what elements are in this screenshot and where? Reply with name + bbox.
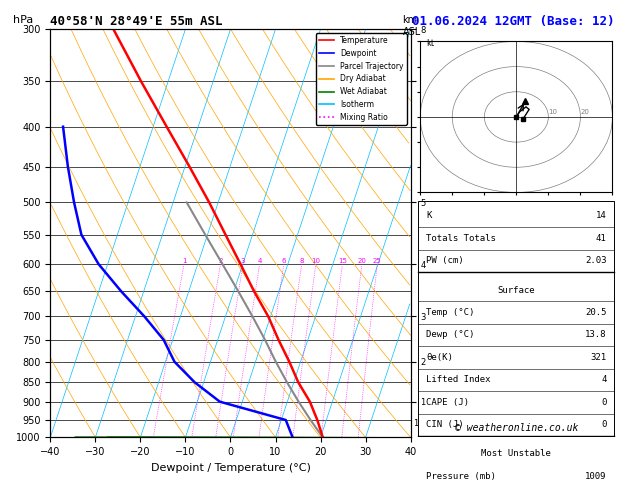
Text: kt: kt <box>426 39 435 49</box>
Text: 6: 6 <box>282 258 286 264</box>
Text: 0: 0 <box>601 420 606 429</box>
Text: θe(K): θe(K) <box>426 353 453 362</box>
Text: Most Unstable: Most Unstable <box>481 450 551 458</box>
Text: Surface: Surface <box>498 286 535 295</box>
Text: 8: 8 <box>299 258 304 264</box>
Text: 14: 14 <box>596 211 606 221</box>
Text: 1LCL: 1LCL <box>413 419 433 428</box>
Text: Dewp (°C): Dewp (°C) <box>426 330 475 339</box>
Text: km: km <box>403 15 418 25</box>
Text: Lifted Index: Lifted Index <box>426 375 491 384</box>
Text: 15: 15 <box>338 258 347 264</box>
Text: 40°58'N 28°49'E 55m ASL: 40°58'N 28°49'E 55m ASL <box>50 15 223 28</box>
Text: Pressure (mb): Pressure (mb) <box>426 472 496 481</box>
Text: 321: 321 <box>590 353 606 362</box>
Text: 4: 4 <box>257 258 262 264</box>
Text: 0: 0 <box>601 398 606 407</box>
Text: 10: 10 <box>311 258 320 264</box>
Text: Totals Totals: Totals Totals <box>426 234 496 243</box>
Text: 41: 41 <box>596 234 606 243</box>
Text: 2.03: 2.03 <box>585 256 606 265</box>
Legend: Temperature, Dewpoint, Parcel Trajectory, Dry Adiabat, Wet Adiabat, Isotherm, Mi: Temperature, Dewpoint, Parcel Trajectory… <box>316 33 407 125</box>
Text: K: K <box>426 211 431 221</box>
Text: Temp (°C): Temp (°C) <box>426 308 475 317</box>
X-axis label: Dewpoint / Temperature (°C): Dewpoint / Temperature (°C) <box>150 463 311 473</box>
Text: CAPE (J): CAPE (J) <box>426 398 469 407</box>
Text: 1009: 1009 <box>585 472 606 481</box>
Text: CIN (J): CIN (J) <box>426 420 464 429</box>
Text: 1: 1 <box>182 258 186 264</box>
Text: 3: 3 <box>241 258 245 264</box>
Text: 25: 25 <box>373 258 382 264</box>
Text: Mixing Ratio (g/kg): Mixing Ratio (g/kg) <box>433 225 442 304</box>
Text: 20.5: 20.5 <box>585 308 606 317</box>
Text: 01.06.2024 12GMT (Base: 12): 01.06.2024 12GMT (Base: 12) <box>412 15 615 28</box>
Text: 4: 4 <box>601 375 606 384</box>
Text: 10: 10 <box>548 109 557 115</box>
Text: 2: 2 <box>218 258 223 264</box>
Text: hPa: hPa <box>13 15 33 25</box>
Text: 20: 20 <box>581 109 589 115</box>
Text: 13.8: 13.8 <box>585 330 606 339</box>
Text: PW (cm): PW (cm) <box>426 256 464 265</box>
Text: © weatheronline.co.uk: © weatheronline.co.uk <box>455 423 578 434</box>
Text: ASL: ASL <box>403 27 421 37</box>
Text: 20: 20 <box>357 258 366 264</box>
